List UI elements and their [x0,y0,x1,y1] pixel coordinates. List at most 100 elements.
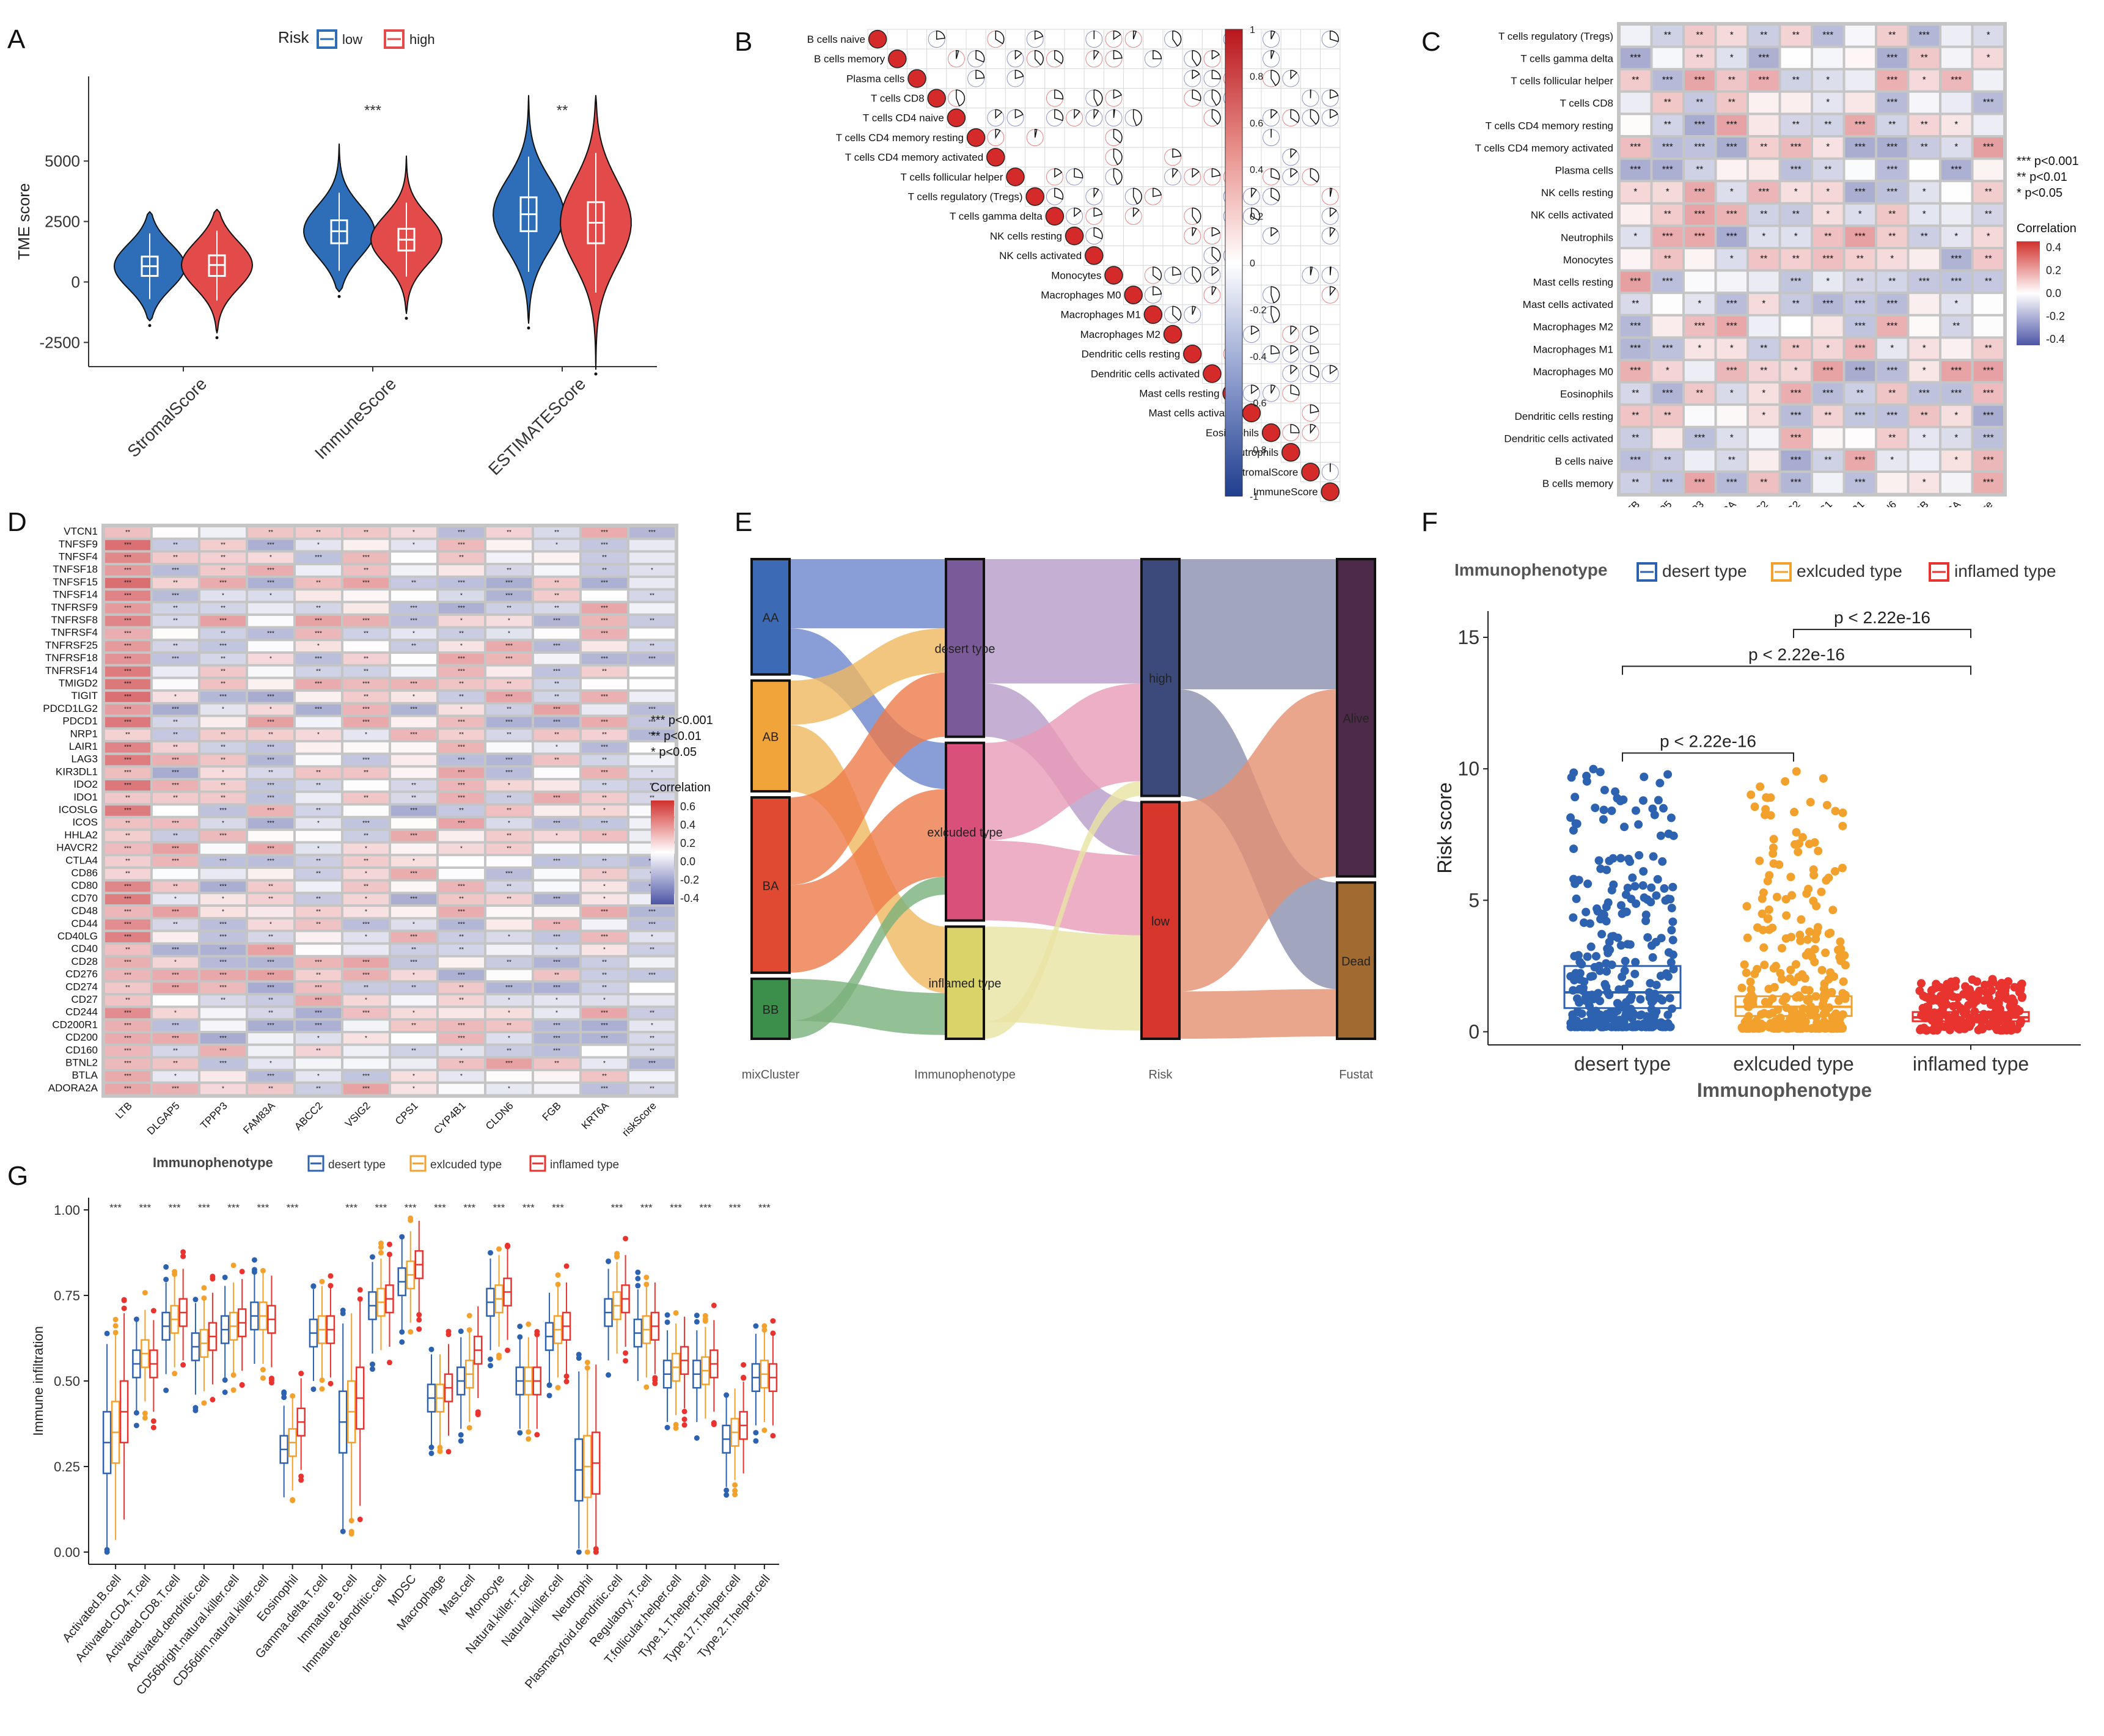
data-point [1817,1024,1827,1033]
heatmap-cell [248,552,293,563]
significance-mark: ** [1824,411,1831,421]
heatmap-cell [1621,339,1651,359]
significance-mark: *** [601,694,608,700]
grid-cell [1182,245,1203,266]
heatmap-cell [534,907,579,917]
significance-mark: * [1890,254,1894,265]
heatmap-cell [296,995,341,1006]
heatmap-cell [1717,473,1747,493]
heatmap-cell [248,666,293,677]
significance-label: *** [463,1202,475,1214]
data-point [1808,952,1817,961]
heatmap-cell [343,856,389,866]
data-point [1568,1014,1577,1023]
significance-mark: * [1954,142,1958,153]
significance-mark: *** [553,668,560,675]
data-point [1806,797,1815,807]
heatmap-cell [391,704,436,715]
heatmap-cell [391,590,436,601]
heatmap-cell [1621,92,1651,113]
grid-cell [1300,127,1321,148]
significance-mark: *** [362,921,370,928]
heatmap-cell [582,679,627,690]
heatmap-cell [534,957,579,968]
heatmap-cell [1685,428,1715,449]
outlier-point [458,1328,464,1335]
data-point [1605,945,1615,954]
heatmap-cell [1813,159,1843,180]
heatmap-cell [1717,70,1747,90]
col-label: VSIG2 [1773,499,1803,507]
row-label: TNFRSF14 [45,665,98,676]
heatmap-cell [582,780,627,791]
grid-cell [1280,285,1301,306]
heatmap-cell [200,755,246,766]
sankey-node [750,558,791,676]
significance-mark: * [174,694,177,700]
heatmap-cell [248,818,293,829]
significance-mark: * [1698,299,1701,309]
data-point [1602,1022,1611,1031]
row-label: ICOSLG [59,804,98,815]
significance-mark: * [460,618,463,624]
significance-mark: * [603,1060,606,1067]
heatmap-cell [1781,115,1811,135]
pie-wedge [1310,365,1319,378]
heatmap-cell [534,615,579,626]
heatmap-cell [486,868,532,879]
sankey-node-label: Dead [1341,955,1371,969]
significance-mark: *** [172,1035,179,1042]
heatmap-cell [296,830,341,841]
pie-wedge [1211,266,1219,277]
outlier-point [230,1372,236,1378]
significance-mark: *** [1886,142,1897,153]
chart-d-heatmap: ** ** ** ** * *** ** ** *** ***VTCN1*** ** ** *** * * *… [43,524,713,1138]
pie-wedge [1310,404,1319,414]
significance-mark: ** [125,820,130,827]
heatmap-cell [391,666,436,677]
heatmap-cell [629,932,675,943]
data-point [1650,1011,1659,1020]
heatmap-cell [1973,316,2003,337]
heatmap-cell [1813,473,1843,493]
heatmap-cell [105,995,150,1006]
grid-cell [966,88,986,109]
significance-mark: ** [1985,209,1992,219]
significance-mark: *** [1983,97,1994,108]
significance-mark: *** [1983,478,1994,488]
significance-mark: *** [458,769,465,776]
significance-mark: *** [315,1022,322,1029]
significance-mark: ** [173,719,178,725]
heatmap-cell [105,679,150,690]
data-point [1605,856,1614,865]
heatmap-cell [1845,339,1875,359]
heatmap-cell [486,957,532,968]
significance-mark: ** [221,542,225,549]
outlier-point [741,1375,747,1381]
colorbar-tick-label: 0.2 [2046,265,2061,277]
significance-mark: *** [1919,276,1930,287]
sig-legend-item: *** p<0.001 [2017,155,2079,168]
heatmap-cell [343,957,389,968]
data-point [1742,902,1751,911]
significance-mark: ** [507,605,511,612]
heatmap-cell [248,679,293,690]
significance-mark: ** [221,782,225,789]
heatmap-cell [1941,182,1971,202]
heatmap-cell [1717,361,1747,381]
row-label: CTLA4 [65,854,98,866]
significance-mark: * [1826,343,1830,354]
heatmap-cell [200,957,246,968]
significance-mark: *** [410,731,417,738]
heatmap-cell [200,983,246,993]
heatmap-cell [1941,406,1971,426]
heatmap-cell [582,945,627,955]
significance-mark: *** [601,820,608,827]
heatmap-cell [105,540,150,551]
significance-mark: ** [268,529,273,536]
significance-mark: * [412,1073,415,1080]
significance-mark: ** [1632,478,1639,488]
y-tick-label: 5 [1468,889,1479,911]
significance-mark: * [1730,31,1734,41]
heatmap-cell [248,730,293,740]
